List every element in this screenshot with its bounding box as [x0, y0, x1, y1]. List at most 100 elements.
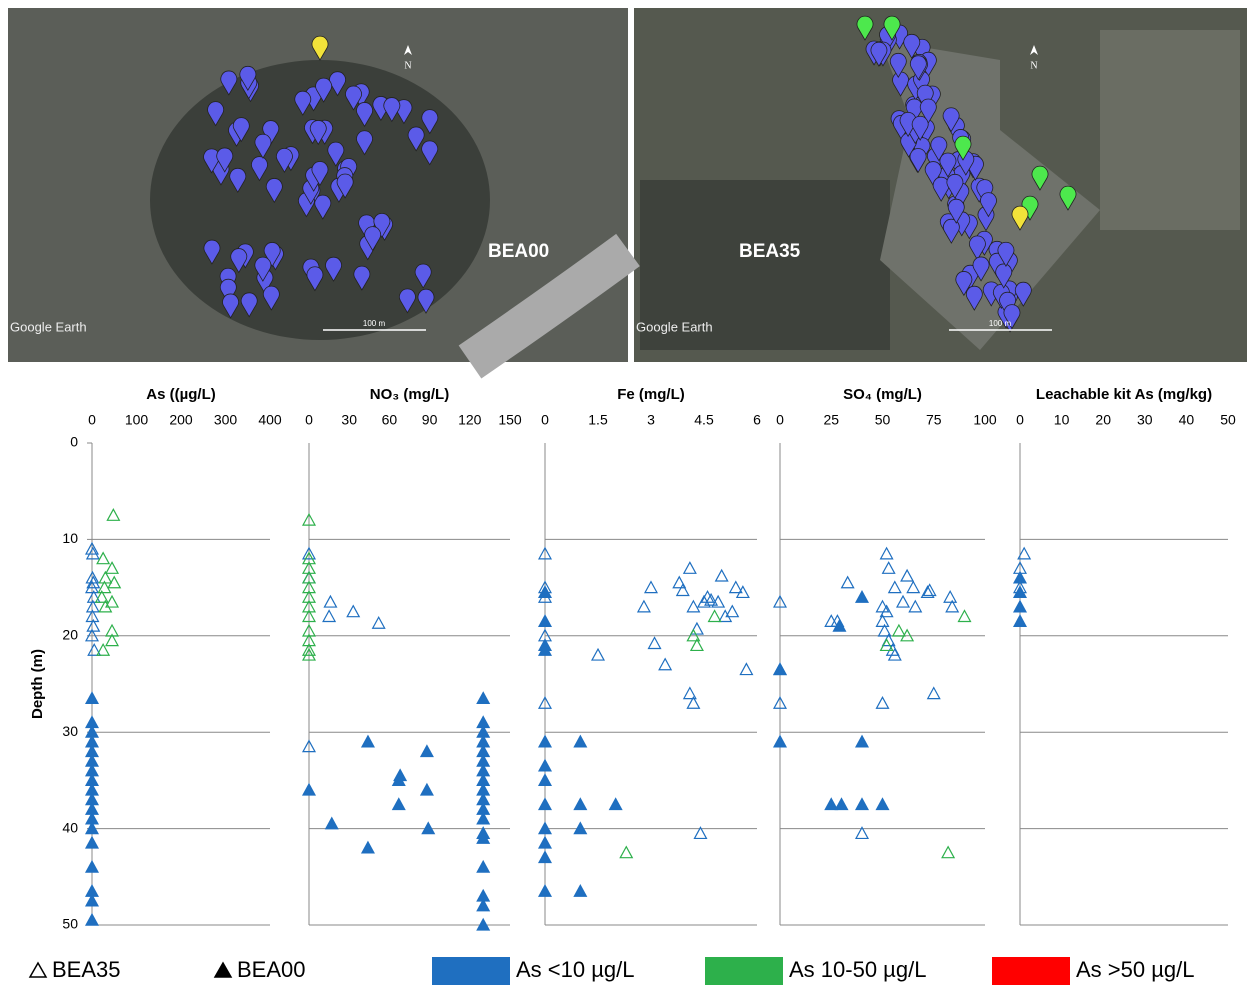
data-point — [394, 770, 406, 781]
data-point — [677, 584, 689, 595]
x-tick-label: 150 — [498, 412, 522, 428]
y-tick-label: 0 — [70, 434, 78, 450]
x-tick-label: 10 — [1054, 412, 1070, 428]
data-point — [86, 692, 98, 703]
x-tick-label: 0 — [1016, 412, 1024, 428]
data-point — [687, 601, 699, 612]
legend-swatch — [992, 957, 1070, 985]
legend-swatch — [705, 957, 783, 985]
data-point — [592, 649, 604, 660]
data-point — [574, 736, 586, 747]
data-point — [324, 596, 336, 607]
data-point — [907, 582, 919, 593]
data-point — [539, 837, 551, 848]
legend-swatch — [432, 957, 510, 985]
data-point — [889, 582, 901, 593]
data-point — [944, 591, 956, 602]
data-point — [774, 664, 786, 675]
data-point — [477, 861, 489, 872]
x-tick-label: 200 — [169, 412, 193, 428]
x-tick-label: 0 — [88, 412, 96, 428]
north-label: N — [404, 60, 411, 71]
data-point — [107, 509, 119, 520]
data-point — [774, 736, 786, 747]
x-tick-label: 60 — [382, 412, 398, 428]
data-point — [928, 688, 940, 699]
north-label: N — [1030, 60, 1037, 71]
data-point — [825, 615, 837, 626]
data-point — [740, 664, 752, 675]
x-tick-label: 6 — [753, 412, 761, 428]
x-tick-label: 30 — [1137, 412, 1153, 428]
x-tick-label: 90 — [422, 412, 438, 428]
data-point — [539, 774, 551, 785]
legend-label: As 10-50 µg/L — [789, 957, 926, 982]
x-tick-label: 25 — [823, 412, 839, 428]
panel-title: As ((µg/L) — [146, 386, 215, 403]
y-axis-label: Depth (m) — [29, 649, 46, 719]
data-point — [1014, 601, 1026, 612]
data-point — [684, 688, 696, 699]
data-point — [477, 692, 489, 703]
data-point — [610, 799, 622, 810]
data-point — [942, 847, 954, 858]
y-tick-label: 20 — [62, 627, 78, 643]
data-point — [709, 611, 721, 622]
data-point — [691, 623, 703, 634]
data-point — [825, 799, 837, 810]
data-point — [108, 577, 120, 588]
x-tick-label: 4.5 — [694, 412, 714, 428]
data-point — [539, 852, 551, 863]
data-point — [539, 615, 551, 626]
data-point — [716, 570, 728, 581]
x-tick-label: 50 — [1220, 412, 1236, 428]
map-label: BEA35 — [739, 241, 801, 262]
y-tick-label: 40 — [62, 819, 78, 835]
data-point — [897, 596, 909, 607]
scale-label: 100 m — [363, 319, 386, 328]
x-tick-label: 400 — [258, 412, 282, 428]
scale-label: 100 m — [989, 319, 1012, 328]
figure: BEA00Google Earth100 mNBEA35Google Earth… — [0, 0, 1247, 985]
data-point — [638, 601, 650, 612]
data-point — [877, 697, 889, 708]
data-point — [421, 784, 433, 795]
x-tick-label: 50 — [875, 412, 891, 428]
legend-symbol — [30, 963, 46, 977]
x-tick-label: 0 — [541, 412, 549, 428]
panel-title: Fe (mg/L) — [617, 386, 685, 403]
x-tick-label: 100 — [125, 412, 149, 428]
x-tick-label: 0 — [305, 412, 313, 428]
data-point — [421, 745, 433, 756]
x-tick-label: 30 — [341, 412, 357, 428]
data-point — [574, 799, 586, 810]
data-point — [574, 885, 586, 896]
data-point — [901, 570, 913, 581]
map-label: BEA00 — [488, 241, 549, 262]
data-point — [883, 562, 895, 573]
data-point — [620, 847, 632, 858]
x-tick-label: 100 — [973, 412, 997, 428]
data-point — [877, 799, 889, 810]
data-point — [836, 799, 848, 810]
field-patch — [1100, 30, 1240, 230]
data-point — [326, 818, 338, 829]
legend-symbol — [215, 963, 231, 977]
data-point — [856, 799, 868, 810]
panel-title: SO₄ (mg/L) — [843, 386, 922, 403]
legend-label: BEA35 — [52, 957, 121, 982]
data-point — [1014, 615, 1026, 626]
data-point — [959, 611, 971, 622]
data-point — [645, 582, 657, 593]
x-tick-label: 300 — [214, 412, 238, 428]
data-point — [362, 842, 374, 853]
data-point — [393, 799, 405, 810]
data-point — [856, 591, 868, 602]
data-point — [303, 784, 315, 795]
data-point — [539, 760, 551, 771]
data-point — [86, 837, 98, 848]
panel-title: NO₃ (mg/L) — [370, 386, 449, 403]
y-tick-label: 50 — [62, 916, 78, 932]
data-point — [705, 594, 717, 605]
legend-label: BEA00 — [237, 957, 306, 982]
